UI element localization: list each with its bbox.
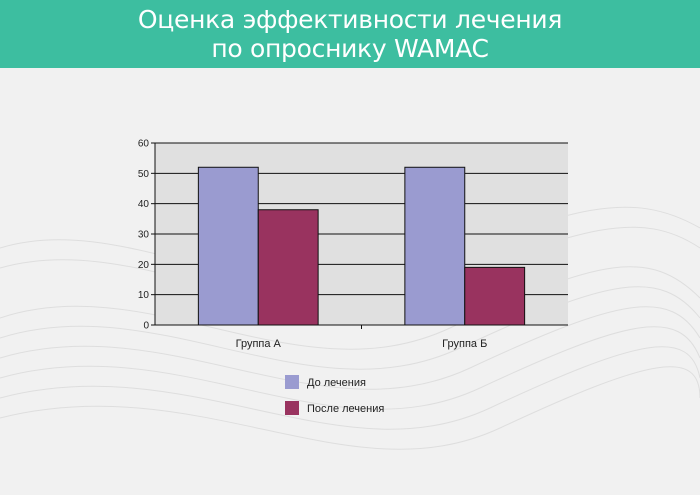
x-category-label: Группа А [236,338,282,350]
legend-label-2: После лечения [307,403,384,415]
x-category-label: Группа Б [442,338,487,350]
bar-after-2 [464,266,526,326]
legend-swatch-2 [285,401,299,415]
bar-after-1 [257,209,319,326]
y-tick-label: 0 [143,321,149,332]
bar-before-2 [404,166,466,326]
legend-swatch-1 [285,375,299,389]
y-tick-label: 30 [138,230,150,241]
legend: До лечения После лечения [285,375,384,415]
y-tick-label: 20 [138,260,150,271]
slide-title-line-1: Оценка эффективности лечения [137,5,563,34]
bar-before-1 [197,166,259,326]
y-tick-label: 10 [138,290,150,301]
y-tick-label: 50 [138,169,150,180]
y-tick-label: 40 [138,199,150,210]
legend-label-1: До лечения [307,377,366,389]
x-axis-labels: Группа А Группа Б [236,325,487,350]
slide-header: Оценка эффективности лечения по опросник… [0,0,700,68]
y-tick-label: 60 [138,139,150,150]
slide-title-line-2: по опроснику WAMAC [211,34,489,63]
y-axis-ticks: 0 10 20 30 40 50 60 [138,139,155,332]
